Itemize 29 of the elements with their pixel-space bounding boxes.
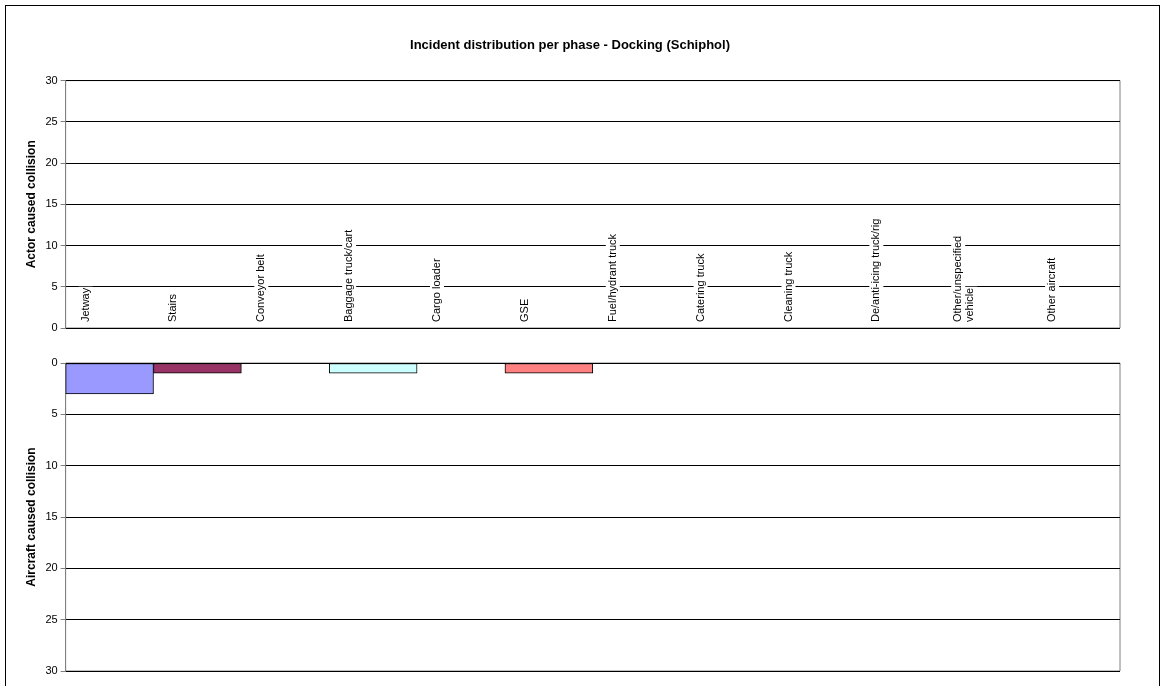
x-tick-label: Stairs	[166, 293, 179, 322]
y-axis-title: Actor caused collision	[23, 140, 38, 269]
x-tick-label: Other/unspecified vehicle	[951, 235, 976, 322]
y-tick-label: 25	[45, 114, 58, 127]
x-tick-label: De/anti-icing truck/rig	[869, 218, 882, 322]
x-tick-label: Other aircraft	[1045, 257, 1058, 322]
x-tick-label: Cleaning truck	[781, 251, 794, 322]
y-tick-label: 10	[45, 458, 58, 471]
x-tick-label: Catering truck	[693, 253, 706, 322]
y-tick-label: 20	[45, 156, 58, 169]
y-tick-label: 15	[45, 510, 58, 523]
y-tick-label: 25	[45, 612, 58, 625]
x-tick-label: Jetway	[78, 287, 91, 322]
x-tick-label: GSE	[517, 298, 530, 322]
y-tick-label: 0	[51, 356, 58, 369]
x-tick-label: Fuel/hydrant truck	[605, 233, 618, 322]
y-tick-label: 5	[51, 279, 58, 292]
y-tick-label: 20	[45, 561, 58, 574]
chart-title: Incident distribution per phase - Docking (Schiphol)	[410, 37, 730, 53]
y-tick-label: 5	[51, 407, 58, 420]
x-tick-label: Baggage truck/cart	[342, 229, 355, 322]
x-tick-label: Conveyor belt	[254, 254, 267, 322]
y-tick-label: 10	[45, 238, 58, 251]
x-tick-label: Cargo loader	[430, 258, 443, 322]
y-tick-label: 30	[45, 73, 58, 86]
y-tick-label: 0	[51, 321, 58, 334]
y-tick-label: 15	[45, 197, 58, 210]
y-axis-title: Aircraft caused collision	[23, 447, 38, 587]
y-tick-label: 30	[45, 664, 58, 677]
